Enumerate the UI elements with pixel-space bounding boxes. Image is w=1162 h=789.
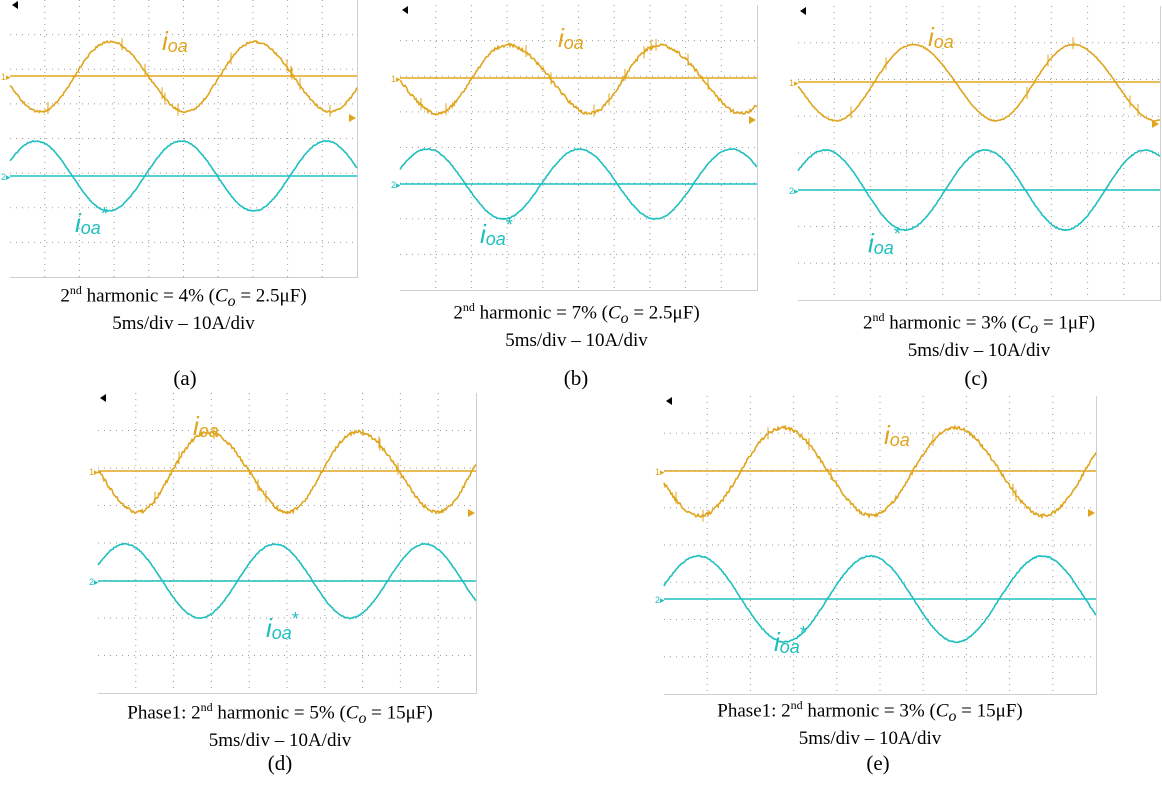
series-label-sub: oa	[486, 229, 506, 249]
series-label-i-oa: ioa	[928, 22, 954, 52]
ch2-marker: 2▸	[89, 577, 99, 587]
series-label-sub: oa	[934, 32, 954, 52]
ch1-marker: 1▸	[789, 78, 799, 88]
ch2-marker: 2▸	[789, 186, 799, 196]
series-label-star: *	[101, 204, 108, 224]
series-label-star: *	[800, 623, 807, 643]
series-i-oa-ref-line	[663, 554, 1097, 644]
panel-label-e: (e)	[866, 751, 890, 775]
series-label-main: i	[266, 613, 273, 643]
panel-label-d: (d)	[267, 751, 293, 775]
scope-d: 1▸ 2▸ ioa ioa*	[89, 393, 477, 694]
ch1-offset-arrow-icon	[349, 114, 356, 122]
ch2-marker: 2▸	[1, 172, 11, 182]
ch2-marker: 2▸	[655, 595, 665, 605]
series-label-i-oa-ref: ioa*	[75, 204, 108, 238]
series-i-oa-line	[663, 424, 1097, 520]
series-i-oa-ref-line	[97, 542, 477, 620]
caption-e: Phase1: 2nd harmonic = 3% (Co = 15μF) 5m…	[650, 694, 1090, 750]
series-label-sub: oa	[780, 637, 800, 657]
series-i-oa-line	[399, 42, 758, 116]
caption-a: 2nd harmonic = 4% (Co = 2.5μF) 5ms/div –…	[10, 279, 357, 335]
caption-d: Phase1: 2nd harmonic = 5% (Co = 15μF) 5m…	[60, 696, 500, 752]
series-label-star: *	[292, 609, 299, 629]
scope-c: 1▸ 2▸ ioa ioa*	[789, 6, 1161, 301]
ch1-offset-arrow-icon	[1088, 509, 1095, 517]
ch1-offset-arrow-icon	[468, 509, 475, 517]
series-label-main: i	[928, 22, 935, 52]
ch2-marker: 2▸	[391, 180, 401, 190]
caption-a-line1: 2nd harmonic = 4% (Co = 2.5μF)	[60, 283, 307, 311]
series-label-i-oa: ioa	[884, 420, 910, 450]
caption-d-line1: Phase1: 2nd harmonic = 5% (Co = 15μF)	[127, 700, 433, 728]
series-label-i-oa: ioa	[162, 26, 188, 56]
ch1-marker: 1▸	[655, 467, 665, 477]
series-label-sub: oa	[168, 36, 188, 56]
caption-c-line1: 2nd harmonic = 3% (Co = 1μF)	[862, 310, 1096, 338]
series-label-i-oa-ref: ioa*	[868, 224, 901, 258]
scope-e: 1▸ 2▸ ioa ioa*	[655, 396, 1097, 695]
scope-a: 1▸ 2▸ ioa ioa*	[1, 0, 358, 278]
caption-b: 2nd harmonic = 7% (Co = 2.5μF) 5ms/div –…	[398, 296, 755, 352]
caption-b-line1: 2nd harmonic = 7% (Co = 2.5μF)	[453, 300, 700, 328]
caption-e-line2: 5ms/div – 10A/div	[798, 728, 942, 750]
series-label-i-oa-ref: ioa*	[480, 215, 513, 249]
caption-e-line1: Phase1: 2nd harmonic = 3% (Co = 15μF)	[717, 698, 1023, 726]
series-label-star: *	[894, 224, 901, 244]
series-i-oa-line	[9, 39, 358, 114]
trigger-arrow-icon	[12, 1, 18, 9]
ch1-marker: 1▸	[1, 72, 11, 82]
scope-grid	[798, 6, 1160, 300]
trigger-arrow-icon	[800, 7, 806, 15]
series-label-main: i	[774, 627, 781, 657]
scope-grid	[664, 396, 1096, 694]
caption-d-line2: 5ms/div – 10A/div	[208, 730, 352, 752]
caption-c: 2nd harmonic = 3% (Co = 1μF) 5ms/div – 1…	[798, 306, 1160, 362]
series-label-main: i	[868, 228, 875, 258]
scope-grid	[10, 0, 357, 277]
series-label-main: i	[193, 411, 200, 441]
series-i-oa-line	[797, 43, 1161, 122]
ch1-offset-arrow-icon	[749, 116, 756, 124]
trigger-arrow-icon	[666, 397, 672, 405]
series-label-main: i	[480, 219, 487, 249]
series-label-sub: oa	[272, 623, 292, 643]
series-label-i-oa-ref: ioa*	[266, 609, 299, 643]
trigger-arrow-icon	[100, 394, 106, 402]
series-i-oa-ref-line	[797, 148, 1161, 232]
panel-label-c: (c)	[964, 366, 988, 390]
series-i-oa-ref-line	[9, 139, 358, 213]
series-label-sub: oa	[81, 218, 101, 238]
caption-b-line2: 5ms/div – 10A/div	[505, 330, 648, 352]
series-label-main: i	[162, 26, 169, 56]
series-label-sub: oa	[874, 238, 894, 258]
ch1-offset-arrow-icon	[1152, 120, 1159, 128]
ch1-marker: 1▸	[89, 467, 99, 477]
series-i-oa-line	[97, 429, 477, 515]
ch1-marker: 1▸	[391, 74, 401, 84]
series-label-sub: oa	[890, 430, 910, 450]
series-i-oa-ref-line	[399, 147, 758, 221]
series-label-sub: oa	[564, 33, 584, 53]
scope-b: 1▸ 2▸ ioa ioa*	[391, 5, 758, 291]
series-label-star: *	[506, 215, 513, 235]
trigger-arrow-icon	[402, 6, 408, 14]
series-label-i-oa: ioa	[193, 411, 219, 441]
caption-a-line2: 5ms/div – 10A/div	[112, 313, 255, 335]
panel-label-b: (b)	[563, 366, 589, 390]
series-label-main: i	[558, 23, 565, 53]
caption-c-line2: 5ms/div – 10A/div	[907, 340, 1051, 362]
series-label-main: i	[884, 420, 891, 450]
scope-grid	[98, 393, 476, 693]
series-label-main: i	[75, 208, 82, 238]
series-label-i-oa-ref: ioa*	[774, 623, 807, 657]
panel-label-a: (a)	[173, 366, 197, 390]
series-label-i-oa: ioa	[558, 23, 584, 53]
series-label-sub: oa	[199, 421, 219, 441]
